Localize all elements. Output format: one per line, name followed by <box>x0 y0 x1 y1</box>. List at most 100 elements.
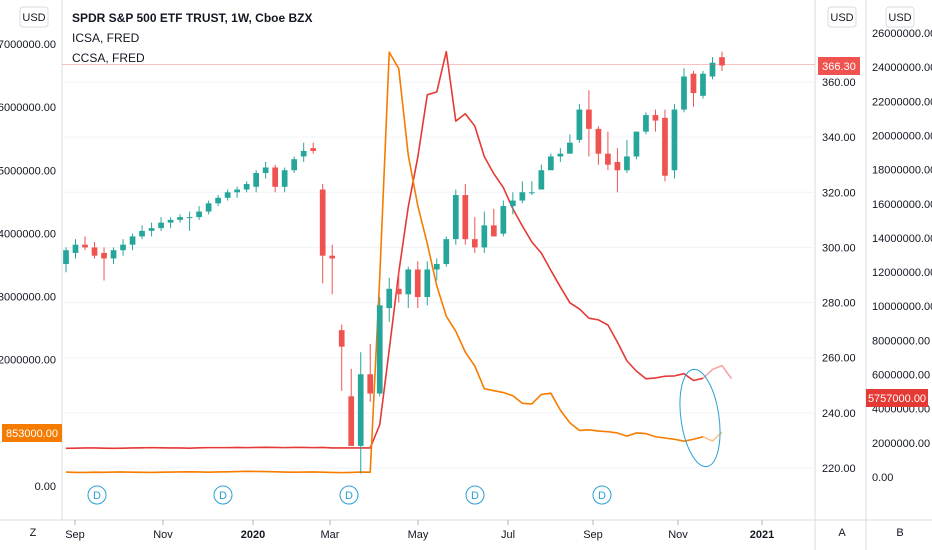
time-axis-tick: 2021 <box>750 529 774 541</box>
candle-body <box>72 244 79 253</box>
candle <box>529 181 535 196</box>
candle-body <box>709 62 716 77</box>
candle-body <box>529 192 535 194</box>
candle-body <box>386 288 393 309</box>
ccsa-badge-label: 5757000.00 <box>868 393 926 405</box>
log-scale-button[interactable]: Z <box>30 527 37 539</box>
candle <box>120 239 126 256</box>
candle <box>139 225 145 240</box>
price-axis-tick: 320.00 <box>822 187 856 199</box>
dividend-marker[interactable]: D <box>465 485 485 505</box>
candle-body <box>82 244 88 248</box>
icsa-line-tail <box>702 431 723 442</box>
time-axis-tick: Nov <box>668 529 688 541</box>
right-axis-scale-button[interactable]: B <box>896 527 903 539</box>
candle-body <box>253 172 259 187</box>
legend-icsa[interactable]: ICSA, FRED <box>72 31 140 45</box>
time-axis-tick: Sep <box>65 529 85 541</box>
dividend-marker[interactable]: D <box>87 485 107 505</box>
candle <box>605 131 611 171</box>
candle <box>205 200 212 215</box>
candle <box>319 184 326 284</box>
candle-body <box>671 109 678 171</box>
candle <box>490 208 497 237</box>
candle-body <box>405 269 412 295</box>
candle-body <box>643 115 649 132</box>
candle <box>576 104 583 143</box>
candle <box>671 104 678 179</box>
ccsa-line-tail <box>702 364 733 380</box>
candle <box>348 368 355 446</box>
price-axis-tick: 240.00 <box>822 408 856 420</box>
candle <box>567 134 573 154</box>
candle-body <box>215 197 221 204</box>
dividend-marker[interactable]: D <box>592 485 612 505</box>
candle-body <box>224 192 231 198</box>
right-axis-tick: 2000000.00 <box>872 438 930 450</box>
price-axis-tick: 340.00 <box>822 132 856 144</box>
right-axis-tick: 22000000.00 <box>872 96 932 108</box>
candle <box>662 109 668 182</box>
candle <box>253 170 259 193</box>
candle-body <box>110 250 117 259</box>
candle-body <box>281 170 288 187</box>
annotation-ellipse[interactable] <box>674 367 725 469</box>
candle-body <box>586 109 592 129</box>
candle-body <box>376 305 383 394</box>
right-axis-tick: 12000000.00 <box>872 267 932 279</box>
candle-body <box>300 150 307 157</box>
candle-body <box>177 217 183 220</box>
candle-body <box>139 230 145 237</box>
candle-body <box>158 222 164 229</box>
price-axis-tick: 260.00 <box>822 353 856 365</box>
candle-body <box>614 161 621 171</box>
candle <box>167 217 174 229</box>
candle-body <box>567 142 573 154</box>
dividend-marker[interactable]: D <box>213 485 233 505</box>
left-axis-tick: 3000000.00 <box>0 292 56 304</box>
legend-ccsa[interactable]: CCSA, FRED <box>72 51 145 65</box>
right-unit-button[interactable]: USD <box>885 6 915 28</box>
candle-body <box>348 396 355 446</box>
left-axis-tick: 6000000.00 <box>0 102 56 114</box>
candle <box>234 186 240 198</box>
time-axis-tick: 2020 <box>241 529 265 541</box>
candle-body <box>605 153 611 165</box>
candle <box>72 239 79 259</box>
candle <box>91 241 98 259</box>
dividend-marker-label: D <box>345 490 353 502</box>
time-axis-tick: Sep <box>583 529 603 541</box>
price-unit-button[interactable]: USD <box>827 6 857 28</box>
candle <box>329 244 336 295</box>
candle <box>243 181 250 193</box>
price-axis-auto-button[interactable]: A <box>838 527 846 539</box>
candle-body <box>548 156 554 171</box>
candle <box>652 109 659 132</box>
price-axis: 360.00 340.00 320.00 300.00 280.00 260.00 240.… <box>822 77 856 475</box>
candle-body <box>624 156 630 171</box>
candle-body <box>205 203 212 212</box>
candle <box>357 352 364 474</box>
candle <box>215 195 221 207</box>
candle <box>624 139 630 173</box>
candle <box>300 142 307 162</box>
ccsa-series <box>65 50 733 450</box>
candle <box>395 269 402 303</box>
candle <box>414 261 421 309</box>
left-unit-label: USD <box>22 12 45 24</box>
right-axis-tick: 6000000.00 <box>872 370 930 382</box>
candle-body <box>443 239 450 264</box>
left-unit-button[interactable]: USD <box>19 6 49 28</box>
candle-body <box>576 109 583 140</box>
candle <box>281 167 288 193</box>
candle <box>129 233 136 251</box>
time-axis: Sep Nov 2020 Mar May Jul Sep Nov 2021 <box>65 520 774 541</box>
candle-body <box>129 236 136 245</box>
dividend-marker[interactable]: D <box>339 485 359 505</box>
right-axis-tick: 16000000.00 <box>872 199 932 211</box>
candle-body <box>452 195 459 240</box>
candle-body <box>357 374 364 446</box>
candle-body <box>291 159 298 171</box>
